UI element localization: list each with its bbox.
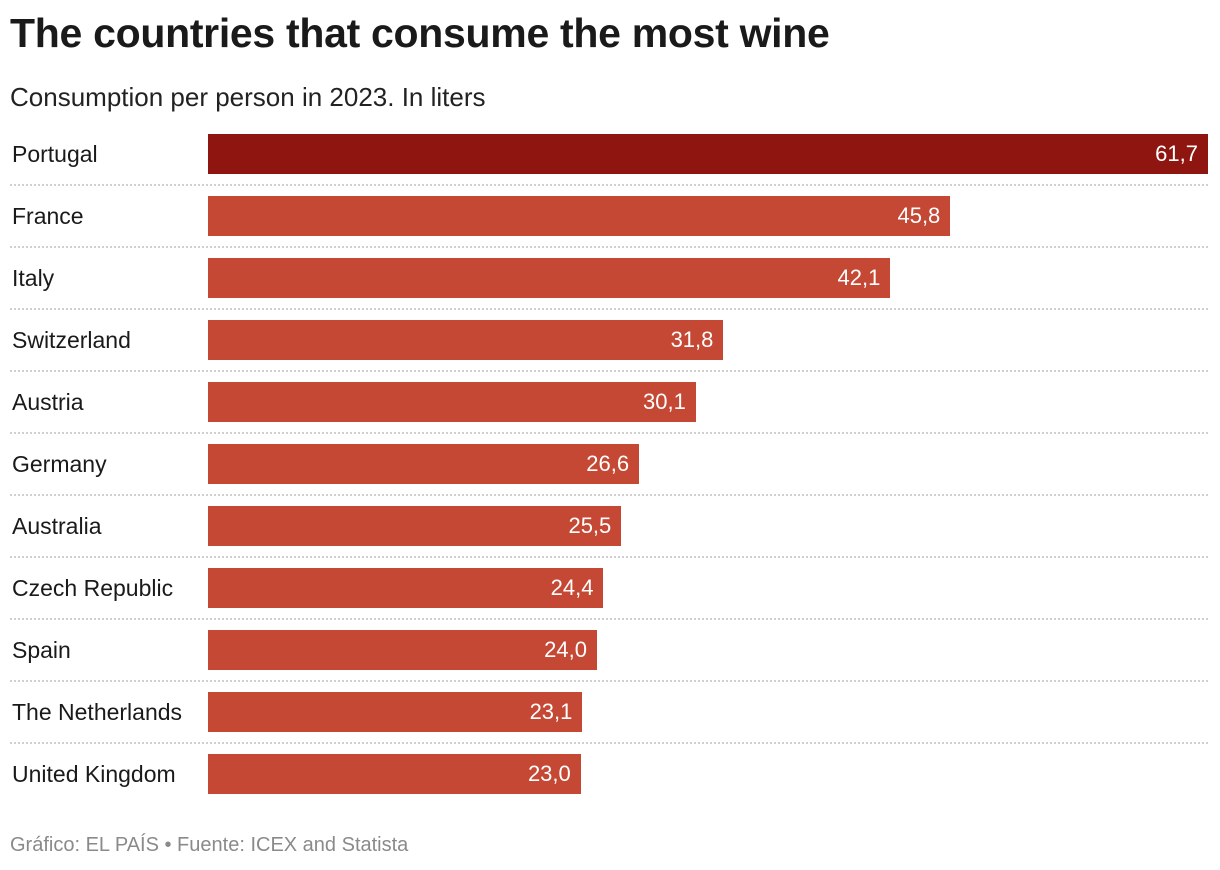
row-separator xyxy=(10,308,1208,310)
data-label: 42,1 xyxy=(837,265,881,290)
bar xyxy=(208,692,583,732)
category-label: Czech Republic xyxy=(12,575,174,601)
row-separator xyxy=(10,680,1208,682)
row-separator xyxy=(10,494,1208,496)
data-label: 24,4 xyxy=(550,575,594,600)
data-label: 23,0 xyxy=(527,761,571,786)
category-label: Germany xyxy=(12,451,107,477)
category-label: The Netherlands xyxy=(12,699,183,725)
row-separator xyxy=(10,246,1208,248)
data-label: 30,1 xyxy=(643,389,686,414)
data-label: 45,8 xyxy=(897,203,941,228)
bar xyxy=(208,444,640,484)
chart-subtitle: Consumption per person in 2023. In liter… xyxy=(10,82,486,112)
row-separator xyxy=(10,556,1208,558)
chart-footer: Gráfico: EL PAÍS • Fuente: ICEX and Stat… xyxy=(10,834,409,856)
row-separator xyxy=(10,370,1208,372)
bar xyxy=(208,196,951,236)
category-label: France xyxy=(12,203,84,229)
data-label: 31,8 xyxy=(670,327,714,352)
bar xyxy=(208,506,622,546)
bar xyxy=(208,134,1208,174)
row-separator xyxy=(10,184,1208,186)
data-label: 26,6 xyxy=(586,451,630,476)
bar xyxy=(208,258,891,298)
data-label: 61,7 xyxy=(1155,141,1198,166)
bar xyxy=(208,382,696,422)
data-label: 23,1 xyxy=(529,699,573,724)
data-label: 25,5 xyxy=(568,513,612,538)
row-separator xyxy=(10,432,1208,434)
bar xyxy=(208,630,597,670)
bar xyxy=(208,320,724,360)
category-label: Switzerland xyxy=(12,327,131,353)
category-label: Australia xyxy=(12,513,102,539)
row-separator xyxy=(10,618,1208,620)
category-label: Italy xyxy=(12,265,55,291)
bar xyxy=(208,754,581,794)
category-label: Portugal xyxy=(12,141,98,167)
category-label: Austria xyxy=(12,389,84,415)
category-label: Spain xyxy=(12,637,71,663)
chart-title: The countries that consume the most wine xyxy=(10,10,830,56)
category-label: United Kingdom xyxy=(12,761,176,787)
data-label: 24,0 xyxy=(544,637,587,662)
bar xyxy=(208,568,604,608)
row-separator xyxy=(10,742,1208,744)
